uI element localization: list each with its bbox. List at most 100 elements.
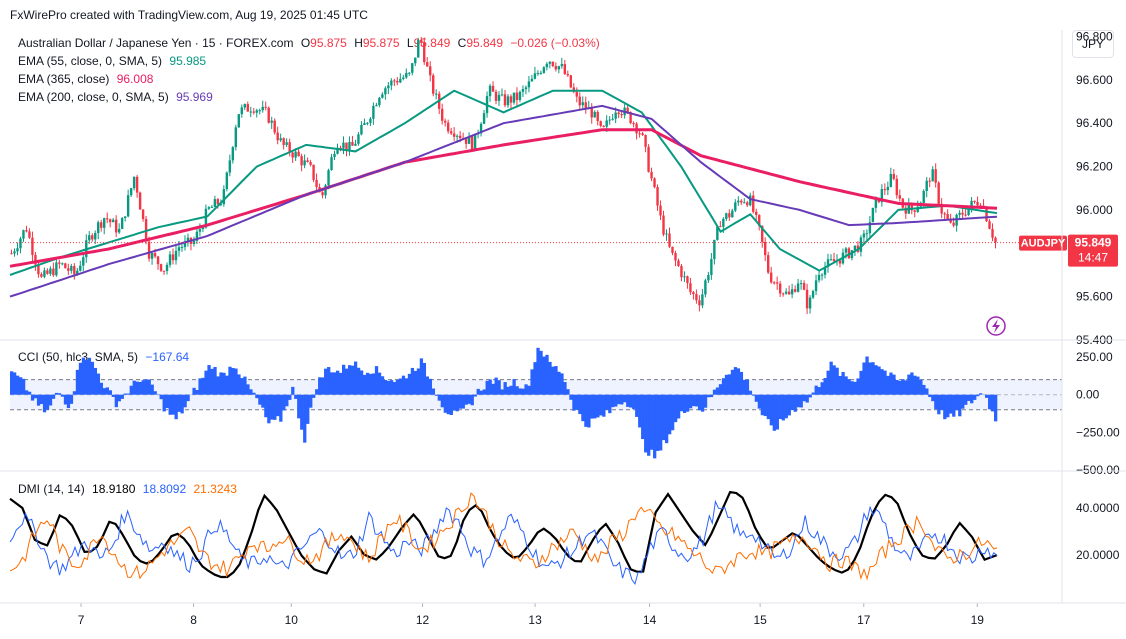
cci-bar (988, 394, 992, 410)
ohlc-change: −0.026 (−0.03%) (510, 36, 600, 50)
candle-body (608, 119, 611, 121)
candle-body (934, 169, 937, 183)
candle-body (165, 264, 169, 271)
lightning-icon[interactable] (986, 316, 1006, 336)
dmi-legend[interactable]: DMI (14, 14) 18.9180 18.8092 21.3243 (18, 482, 241, 496)
candle-body (270, 120, 273, 123)
cci-bar (515, 386, 519, 395)
candle-body (602, 125, 605, 127)
candle-body (408, 72, 411, 74)
candle-body (49, 268, 52, 274)
cci-bar (694, 394, 699, 407)
ema55-legend[interactable]: EMA (55, close, 0, SMA, 5) 95.985 (18, 54, 210, 68)
cci-tick-label: 250.00 (1076, 350, 1113, 364)
cci-bar (754, 394, 759, 402)
cci-bar (961, 394, 965, 409)
cci-bar (15, 375, 20, 395)
candle-body (719, 226, 722, 228)
candle-body (234, 127, 238, 148)
time-tick-label: 19 (971, 613, 985, 627)
candle-body (973, 200, 976, 203)
candle-body (844, 248, 848, 253)
cci-bar (925, 388, 929, 395)
candle-body (369, 118, 372, 123)
cci-bar (467, 394, 471, 404)
cci-bar (850, 381, 854, 395)
candle-body (491, 85, 495, 92)
cci-value: −167.64 (145, 350, 190, 364)
candle-body (659, 205, 662, 216)
cci-bar (153, 391, 157, 395)
candle-body (294, 151, 297, 158)
candle-body (342, 142, 345, 149)
ohlc-open: O95.875 (300, 36, 347, 50)
candle-body (695, 294, 698, 301)
cci-bar (650, 394, 654, 450)
cci-tick-label: 0.00 (1076, 388, 1100, 402)
cci-bar (886, 375, 890, 395)
candle-body (446, 122, 450, 132)
cci-bar (844, 376, 848, 395)
cci-bar (87, 357, 92, 395)
cci-bar (285, 394, 289, 407)
price-tick-label: 96.600 (1076, 73, 1113, 87)
cci-bar (647, 394, 651, 456)
cci-legend[interactable]: CCI (50, hlc3, SMA, 5) −167.64 (18, 350, 193, 364)
candle-body (617, 112, 620, 115)
ema-lines (9, 89, 998, 298)
candle-body (153, 253, 157, 257)
cci-bar (383, 379, 388, 395)
countdown-tag-text: 14:47 (1078, 251, 1108, 265)
currency-button[interactable]: JPY (1072, 30, 1114, 58)
cci-bar (380, 376, 385, 395)
time-tick-label: 10 (285, 613, 299, 627)
ema200-legend[interactable]: EMA (200, close, 0, SMA, 5) 95.969 (18, 90, 217, 104)
cci-bar (709, 394, 714, 398)
candle-body (886, 186, 890, 191)
ema365-legend[interactable]: EMA (365, close) 96.008 (18, 72, 157, 86)
cci-bar (979, 393, 983, 395)
candle-body (243, 104, 246, 108)
cci-bar (452, 394, 456, 411)
candle-body (985, 207, 988, 222)
price-tag-text: 95.849 (1075, 236, 1112, 250)
cci-bar (75, 369, 80, 395)
candle-body (979, 205, 982, 207)
candle-body (764, 241, 767, 256)
cci-bar (778, 394, 782, 420)
cci-bar (422, 362, 427, 395)
candle-body (467, 136, 471, 144)
candle-body (641, 133, 644, 135)
candle-body (656, 187, 659, 206)
candle-body (458, 135, 462, 139)
candle-body (339, 147, 342, 149)
cci-bar (760, 394, 765, 416)
symbol-title[interactable]: Australian Dollar / Japanese Yen · 15 · … (18, 36, 294, 50)
cci-bar (123, 393, 127, 395)
cci-bar (506, 386, 510, 395)
candle-body (898, 195, 901, 199)
candle-body (838, 260, 842, 264)
dmi-minus-di-line (9, 492, 998, 581)
price-tick-label: 96.800 (1076, 30, 1113, 44)
cci-bar (967, 394, 971, 401)
candle-body (312, 164, 315, 180)
cci-bar (362, 374, 367, 395)
cci-bar (39, 394, 44, 405)
candle-body (126, 195, 130, 217)
candle-body (778, 283, 782, 294)
cci-bar (584, 394, 588, 427)
cci-bar (54, 392, 59, 395)
candle-body (16, 248, 19, 252)
cci-bar (958, 394, 962, 417)
symbol-legend: Australian Dollar / Japanese Yen · 15 · … (18, 36, 604, 50)
candle-body (629, 112, 632, 124)
candle-body (345, 142, 348, 151)
candle-body (94, 233, 97, 240)
candle-body (396, 80, 399, 83)
candle-body (40, 274, 43, 277)
cci-bar (931, 394, 935, 402)
candle-body (34, 254, 37, 265)
price-tick-label: 96.400 (1076, 116, 1113, 130)
